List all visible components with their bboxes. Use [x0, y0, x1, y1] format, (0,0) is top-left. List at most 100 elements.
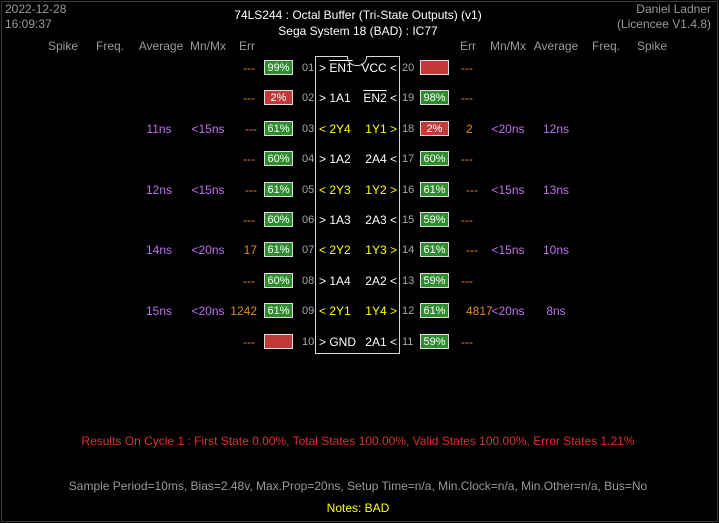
- pin-label-right: EN2 <: [363, 91, 397, 105]
- pin-label-right: 1Y4 >: [365, 304, 397, 318]
- pin-direction-mark: <: [386, 91, 397, 105]
- right-pass-badge[interactable]: [420, 60, 449, 75]
- right-mnmx-value: <15ns: [491, 183, 525, 197]
- left-pass-badge[interactable]: 99%: [264, 60, 293, 75]
- left-pass-badge[interactable]: [264, 334, 293, 349]
- left-pass-badge[interactable]: 2%: [264, 90, 293, 105]
- left-err-dash: ---: [243, 274, 255, 288]
- pin-number-right: 18: [402, 123, 415, 135]
- right-error-count: ---: [466, 243, 478, 257]
- left-error-count: 17: [243, 243, 257, 257]
- right-pass-badge[interactable]: 2%: [420, 121, 449, 136]
- right-pass-badge[interactable]: 59%: [420, 273, 449, 288]
- left-err-dash: ---: [243, 213, 255, 227]
- right-err-dash: ---: [461, 61, 473, 75]
- pin-label-left: > 1A1: [319, 91, 351, 105]
- pin-label-left: > 1A2: [319, 152, 351, 166]
- pin-label-right: 2A3 <: [365, 213, 397, 227]
- left-err-dash: ---: [243, 335, 255, 349]
- left-average-value: 14ns: [145, 243, 173, 257]
- left-error-count: ---: [245, 122, 257, 136]
- pin-number-left: 08: [302, 275, 315, 287]
- col-left-spike: Spike: [47, 39, 79, 53]
- left-average-value: 11ns: [146, 122, 172, 136]
- notes-label: Notes: BAD: [326, 501, 390, 515]
- right-mnmx-value: <20ns: [491, 122, 525, 136]
- left-pass-badge[interactable]: 60%: [264, 151, 293, 166]
- right-error-count: ---: [466, 183, 478, 197]
- left-pass-badge[interactable]: 61%: [264, 242, 293, 257]
- left-average-value: 12ns: [145, 183, 173, 197]
- left-mnmx-value: <15ns: [191, 122, 225, 136]
- left-err-dash: ---: [243, 152, 255, 166]
- left-error-count: ---: [245, 183, 257, 197]
- right-pass-badge[interactable]: 61%: [420, 242, 449, 257]
- pin-number-left: 05: [302, 184, 315, 196]
- left-err-dash: ---: [243, 91, 255, 105]
- pin-active-low-name: EN2: [363, 91, 387, 105]
- pin-label-left: > EN1: [319, 61, 353, 75]
- right-err-dash: ---: [461, 152, 473, 166]
- pin-number-right: 12: [402, 305, 415, 317]
- left-mnmx-value: <15ns: [191, 183, 225, 197]
- pin-number-left: 03: [302, 123, 315, 135]
- left-err-dash: ---: [243, 61, 255, 75]
- left-average-value: 15ns: [145, 304, 173, 318]
- right-average-value: 13ns: [542, 183, 570, 197]
- page-title: 74LS244 : Octal Buffer (Tri-State Output…: [234, 8, 482, 22]
- right-err-dash: ---: [461, 91, 473, 105]
- right-pass-badge[interactable]: 60%: [420, 151, 449, 166]
- right-pass-badge[interactable]: 98%: [420, 90, 449, 105]
- right-pass-badge[interactable]: 59%: [420, 212, 449, 227]
- pin-number-right: 20: [402, 62, 415, 74]
- pin-label-right: 1Y3 >: [365, 243, 397, 257]
- right-average-value: 12ns: [542, 122, 570, 136]
- pin-number-right: 17: [402, 153, 415, 165]
- right-error-count: 2: [466, 122, 473, 136]
- left-pass-badge[interactable]: 60%: [264, 212, 293, 227]
- pin-number-right: 11: [402, 336, 414, 348]
- pin-label-left: < 2Y4: [319, 122, 351, 136]
- left-pass-badge[interactable]: 61%: [264, 303, 293, 318]
- col-left-freq: Freq.: [95, 39, 125, 53]
- pin-number-right: 14: [402, 244, 415, 256]
- pin-number-left: 06: [302, 214, 315, 226]
- right-average-value: 10ns: [542, 243, 570, 257]
- pin-label-left: > 1A4: [319, 274, 351, 288]
- pin-number-left: 01: [302, 62, 315, 74]
- time-label: 16:09:37: [5, 17, 52, 31]
- right-pass-badge[interactable]: 61%: [420, 303, 449, 318]
- pin-number-right: 13: [402, 275, 415, 287]
- left-error-count: 1242: [230, 304, 257, 318]
- left-pass-badge[interactable]: 60%: [264, 273, 293, 288]
- right-pass-badge[interactable]: 59%: [420, 334, 449, 349]
- right-err-dash: ---: [461, 274, 473, 288]
- licence-label: (Licencee V1.4.8): [616, 17, 711, 31]
- col-right-err: Err: [460, 39, 476, 53]
- pin-label-right: 2A1 <: [365, 335, 397, 349]
- right-err-dash: ---: [461, 335, 473, 349]
- date-label: 2022-12-28: [5, 2, 67, 16]
- pin-number-left: 09: [302, 305, 315, 317]
- right-pass-badge[interactable]: 61%: [420, 182, 449, 197]
- pin-label-left: < 2Y1: [319, 304, 351, 318]
- author-label: Daniel Ladner: [636, 2, 711, 16]
- col-left-mnmx: Mn/Mx: [190, 39, 226, 53]
- pin-number-left: 10: [302, 336, 315, 348]
- left-mnmx-value: <20ns: [191, 304, 225, 318]
- pin-label-right: VCC <: [361, 61, 397, 75]
- pin-label-right: 2A4 <: [365, 152, 397, 166]
- pin-label-right: 2A2 <: [365, 274, 397, 288]
- right-mnmx-value: <15ns: [491, 243, 525, 257]
- left-pass-badge[interactable]: 61%: [264, 182, 293, 197]
- right-err-dash: ---: [461, 213, 473, 227]
- col-right-mnmx: Mn/Mx: [490, 39, 526, 53]
- left-pass-badge[interactable]: 61%: [264, 121, 293, 136]
- pin-number-left: 04: [302, 153, 315, 165]
- right-average-value: 8ns: [546, 304, 566, 318]
- pin-label-left: > GND: [319, 335, 357, 349]
- results-summary: Results On Cycle 1 : First State 0.00%, …: [81, 434, 635, 448]
- pin-number-left: 02: [302, 92, 315, 104]
- pin-label-right: 1Y2 >: [365, 183, 397, 197]
